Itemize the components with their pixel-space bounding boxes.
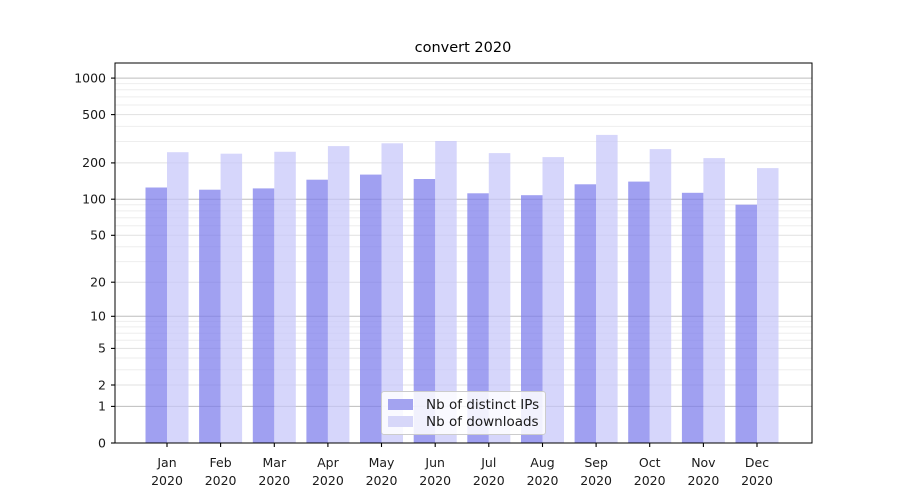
legend-swatch-downloads-icon [388,416,413,427]
bar-downloads [596,134,618,443]
legend-swatch-distinct-ips-icon [388,399,413,410]
x-tick-label-month: Sep [584,455,608,470]
x-tick-label-month: Dec [745,455,769,470]
bar-distinct-ips [145,187,167,443]
y-tick-label: 1000 [74,70,106,85]
legend-item-distinct-ips: Nb of distinct IPs [388,396,540,413]
chart-title: convert 2020 [415,40,512,56]
x-tick-label-year: 2020 [580,473,612,488]
x-tick-label-year: 2020 [258,473,290,488]
bar-downloads [435,141,457,443]
x-tick-label-year: 2020 [634,473,666,488]
x-tick-label-year: 2020 [473,473,505,488]
x-tick-label-year: 2020 [151,473,183,488]
legend-item-downloads: Nb of downloads [388,413,539,430]
y-tick-label: 200 [82,155,106,170]
bar-downloads [757,168,779,443]
y-tick-label: 10 [90,309,106,324]
x-tick-label-year: 2020 [366,473,398,488]
x-tick-label-month: May [369,455,395,470]
bar-downloads [488,153,511,443]
x-tick-label-month: Oct [639,455,661,470]
x-tick-label-month: Jun [424,455,445,470]
x-tick-label-month: Feb [210,455,232,470]
y-tick-label: 5 [98,341,106,356]
legend-label-downloads: Nb of downloads [426,413,539,430]
bar-distinct-ips [681,192,704,443]
x-tick-label-month: Jan [156,455,176,470]
bar-downloads [327,146,350,443]
bars-layer [145,134,779,444]
x-tick-label-year: 2020 [312,473,344,488]
bar-distinct-ips [199,189,221,443]
ticks-layer [111,77,758,447]
y-tick-label: 2 [98,377,106,392]
y-tick-label: 1 [98,399,106,414]
y-tick-label: 0 [98,435,106,450]
x-tick-label-year: 2020 [419,473,451,488]
x-tick-label-month: Jul [480,455,496,470]
labels-layer: 0 1 2 5 10 20 50 100 200 500 1000 Jan 2020 Feb 2020 Mar… [74,70,773,488]
y-tick-label: 50 [90,228,106,243]
x-tick-label-month: Aug [530,455,554,470]
bar-downloads [167,152,189,443]
bar-downloads [703,158,725,443]
x-tick-label-month: Apr [317,455,339,470]
y-tick-label: 20 [90,275,106,290]
x-tick-label-year: 2020 [205,473,237,488]
bar-downloads [381,143,403,444]
bar-downloads [542,157,564,443]
x-tick-label-year: 2020 [527,473,559,488]
x-tick-label-year: 2020 [741,473,773,488]
bar-distinct-ips [574,184,597,444]
bar-distinct-ips [628,181,650,443]
bar-distinct-ips [467,193,489,443]
bar-distinct-ips [413,179,436,443]
bar-downloads [274,151,296,444]
bar-distinct-ips [252,188,275,443]
legend-label-distinct-ips: Nb of distinct IPs [426,396,540,413]
legend: Nb of distinct IPs Nb of downloads [381,391,546,435]
bar-distinct-ips [306,179,328,443]
x-tick-label-year: 2020 [687,473,719,488]
x-tick-label-month: Nov [691,455,716,470]
bar-downloads [649,149,672,443]
bar-distinct-ips [521,195,543,443]
axes-frame [114,62,813,444]
x-tick-label-month: Mar [263,455,287,470]
y-tick-label: 500 [82,107,106,122]
bar-distinct-ips [360,174,382,443]
bar-downloads [220,153,243,443]
y-tick-label: 100 [82,192,106,207]
bar-distinct-ips [735,204,757,443]
